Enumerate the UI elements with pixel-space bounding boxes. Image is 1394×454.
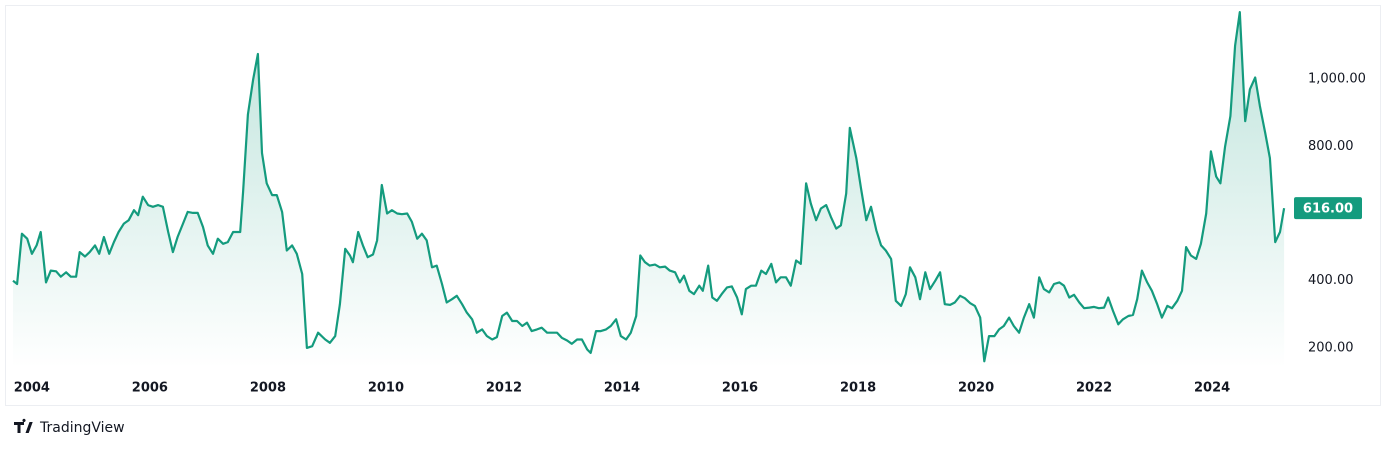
brand-logo: TradingView xyxy=(14,418,125,436)
y-tick-label: 200.00 xyxy=(1308,340,1354,355)
area-fill xyxy=(13,12,1285,368)
x-tick-label: 2006 xyxy=(132,381,168,396)
x-tick-label: 2012 xyxy=(486,381,522,396)
price-line xyxy=(12,11,1286,363)
x-tick-label: 2018 xyxy=(840,381,876,396)
x-tick-label: 2022 xyxy=(1076,381,1112,396)
last-price-label: 616.00 xyxy=(1303,202,1353,217)
x-tick-label: 2014 xyxy=(604,381,640,396)
y-tick-label: 400.00 xyxy=(1308,273,1354,288)
y-tick-label: 800.00 xyxy=(1308,139,1354,154)
y-tick-label: 1,000.00 xyxy=(1308,72,1366,87)
last-price-badge xyxy=(1294,197,1362,220)
brand-name: TradingView xyxy=(39,420,125,436)
x-tick-label: 2024 xyxy=(1194,381,1230,396)
chart-frame xyxy=(5,5,1381,406)
x-tick-label: 2008 xyxy=(250,381,286,396)
x-tick-label: 2016 xyxy=(722,381,758,396)
x-tick-label: 2010 xyxy=(368,381,404,396)
plot-area: 200.00 400.00 800.00 1,000.00 2004 2006 2008 20… xyxy=(12,11,1366,396)
x-tick-label: 2004 xyxy=(14,381,50,396)
x-tick-label: 2020 xyxy=(958,381,994,396)
